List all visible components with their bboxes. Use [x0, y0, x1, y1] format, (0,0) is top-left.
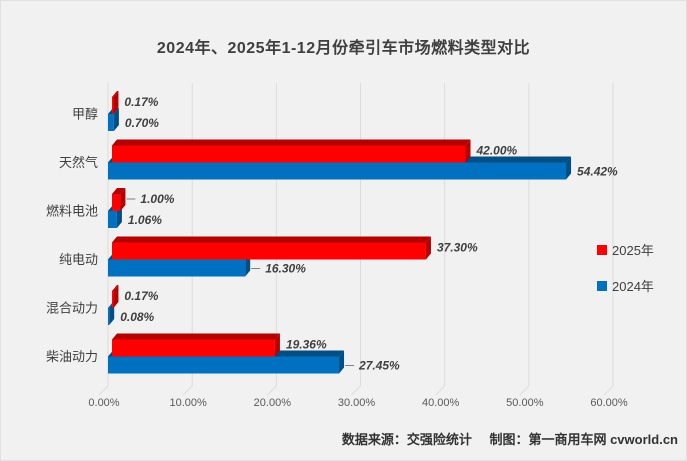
axis-floor-tick — [603, 385, 614, 396]
x-tick-label: 10.00% — [170, 397, 208, 409]
bar-2025-top-face — [112, 333, 280, 340]
axis-floor-tick — [435, 385, 446, 396]
x-tick-label: 40.00% — [422, 397, 460, 409]
category-label: 甲醇 — [72, 107, 98, 122]
bar-2025-top-face — [112, 188, 126, 194]
bar-2024-front-face — [108, 211, 117, 228]
bar-2025-end-face — [113, 285, 119, 308]
legend-item-2024: 2024年 — [597, 276, 654, 295]
bar-2024-front-face — [108, 259, 246, 277]
value-label-2025: 42.00% — [476, 144, 518, 158]
bar-2025-end-face — [465, 139, 471, 163]
value-label-2024: 0.08% — [120, 310, 154, 324]
x-tick-label: 20.00% — [254, 397, 292, 409]
chart-legend: 2025年 2024年 — [597, 240, 654, 295]
legend-label-2024: 2024年 — [612, 279, 654, 294]
value-label-2025: 0.17% — [124, 289, 158, 303]
category-label: 天然气 — [59, 155, 98, 170]
bar-2025-front-face — [112, 242, 426, 260]
x-tick-label: 30.00% — [338, 397, 376, 409]
chart-footer: 数据来源：交强险统计 制图：第一商用车网 cvworld.cn — [342, 429, 678, 448]
category-label: 燃料电池 — [46, 204, 98, 219]
axis-floor-tick — [519, 385, 530, 396]
bar-2025-front-face — [112, 339, 275, 357]
bar-2024-end-face — [566, 156, 572, 180]
bar-2024-end-face — [339, 350, 345, 374]
bar-2025-front-face — [112, 145, 466, 163]
x-tick-label: 50.00% — [506, 397, 544, 409]
credit-text: 制图：第一商用车网 cvworld.cn — [489, 432, 678, 447]
bar-2025-top-face — [112, 139, 471, 146]
category-label: 柴油动力 — [46, 349, 98, 364]
axis-floor-tick — [351, 385, 361, 396]
bar-2025-front-face — [112, 291, 114, 308]
value-label-2024: 16.30% — [265, 262, 306, 276]
bar-2025-end-face — [274, 333, 280, 357]
value-label-2025: 37.30% — [437, 241, 478, 255]
bar-2025-front-face — [112, 97, 114, 114]
value-label-2025: 0.17% — [124, 95, 158, 109]
bar-2024-front-face — [108, 162, 567, 180]
bar-2025-top-face — [112, 285, 119, 291]
axis-floor-tick — [98, 385, 109, 396]
value-label-2025: 1.00% — [140, 192, 174, 206]
data-source-text: 数据来源：交强险统计 — [341, 432, 472, 447]
legend-label-2025: 2025年 — [612, 243, 654, 258]
axis-floor-tick — [182, 385, 193, 396]
bar-2025-end-face — [120, 188, 126, 211]
bar-2025-top-face — [112, 236, 431, 243]
category-label: 混合动力 — [46, 301, 98, 316]
value-label-2024: 1.06% — [128, 213, 162, 227]
bar-2024-front-face — [108, 356, 340, 374]
bar-2025-end-face — [425, 236, 431, 260]
chart-title: 2024年、2025年1-12月份牵引车市场燃料类型对比 — [156, 40, 531, 57]
bar-2024-front-face — [108, 114, 114, 131]
legend-item-2025: 2025年 — [597, 240, 654, 259]
category-label: 纯电动 — [59, 252, 98, 267]
bar-2025-front-face — [112, 194, 121, 211]
legend-swatch-2024 — [597, 280, 607, 291]
x-tick-label: 60.00% — [590, 397, 628, 409]
bar-2025-top-face — [112, 91, 119, 97]
bar-2024-front-face — [108, 308, 110, 325]
bar-2024-end-face — [113, 108, 119, 131]
x-tick-label: 0.00% — [88, 397, 119, 409]
axis-floor-tick — [266, 385, 277, 396]
value-label-2024: 54.42% — [577, 165, 618, 179]
value-label-2024: 27.45% — [358, 359, 400, 373]
legend-swatch-2025 — [597, 244, 607, 255]
value-label-2024: 0.70% — [125, 116, 159, 130]
value-label-2025: 19.36% — [286, 338, 327, 352]
bar-2025-end-face — [113, 91, 119, 114]
